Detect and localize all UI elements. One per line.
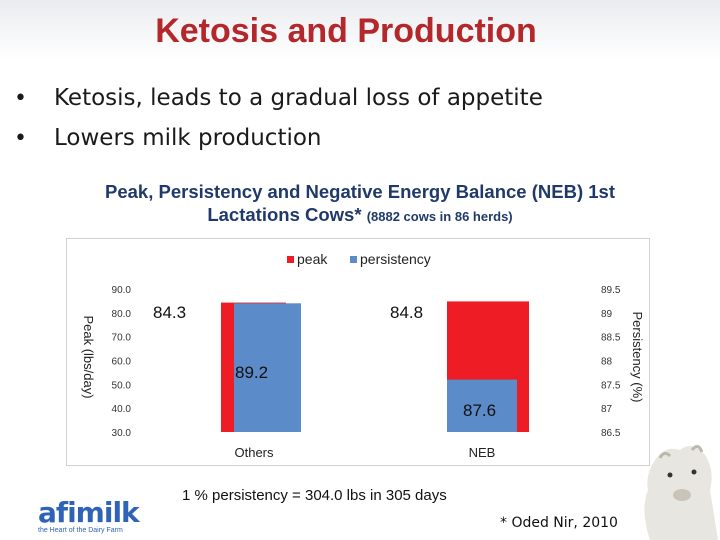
y-tick-right: 88 [601, 357, 613, 368]
bullet-text: Ketosis, leads to a gradual loss of appe… [54, 85, 543, 111]
y-axis-label-left: Peak (lbs/day) [81, 315, 96, 398]
legend-label-peak: peak [297, 251, 328, 267]
data-label-persistency: 89.2 [235, 363, 268, 382]
chart-title-small: (8882 cows in 86 herds) [366, 209, 513, 224]
y-tick-right: 87 [601, 404, 613, 415]
data-label-peak: 84.8 [390, 303, 423, 322]
y-axis-label-right: Persistency (%) [630, 311, 645, 402]
y-tick-right: 87.5 [601, 380, 621, 391]
legend-label-persistency: persistency [360, 251, 431, 267]
bar-chart: peak persistency 30.0 40.0 50.0 60.0 70.0 80.0 9… [81, 251, 645, 460]
data-label-persistency: 87.6 [463, 401, 496, 420]
y-tick-left: 70.0 [112, 333, 132, 344]
data-label-peak: 84.3 [153, 303, 186, 322]
logo-tagline: the Heart of the Dairy Farm [38, 527, 123, 534]
bar-persistency [447, 379, 517, 432]
bullet-icon: • [14, 125, 27, 151]
y-tick-left: 90.0 [112, 285, 132, 296]
chart-title-main: Peak, Persistency and Negative Energy Ba… [105, 181, 615, 225]
y-tick-left: 50.0 [112, 380, 132, 391]
footnote: 1 % persistency = 304.0 lbs in 305 days [182, 487, 447, 504]
y-tick-right: 86.5 [601, 428, 621, 439]
x-tick-label: Others [234, 445, 274, 460]
logo-text: afimilk [38, 496, 140, 529]
bullet-item: • Lowers milk production [14, 118, 543, 158]
bullet-icon: • [14, 85, 27, 111]
citation: * Oded Nir, 2010 [500, 515, 618, 531]
x-tick-label: NEB [469, 445, 496, 460]
y-tick-right: 89.5 [601, 285, 621, 296]
goats-image [644, 445, 718, 540]
bar-persistency [234, 303, 301, 432]
afimilk-logo: afimilk the Heart of the Dairy Farm [38, 496, 148, 540]
legend-swatch-persistency [350, 256, 357, 263]
y-tick-left: 80.0 [112, 309, 132, 320]
y-tick-left: 40.0 [112, 404, 132, 415]
y-tick-right: 88.5 [601, 333, 621, 344]
bullet-list: • Ketosis, leads to a gradual loss of ap… [14, 78, 543, 158]
y-tick-right: 89 [601, 309, 613, 320]
bullet-text: Lowers milk production [54, 125, 322, 151]
chart-container: peak persistency 30.0 40.0 50.0 60.0 70.0 80.0 9… [66, 238, 650, 466]
slide-title: Ketosis and Production [155, 12, 537, 50]
legend-swatch-peak [287, 256, 294, 263]
bullet-item: • Ketosis, leads to a gradual loss of ap… [14, 78, 543, 118]
y-tick-left: 60.0 [112, 357, 132, 368]
y-tick-left: 30.0 [112, 428, 132, 439]
chart-title: Peak, Persistency and Negative Energy Ba… [60, 180, 660, 228]
title-band [0, 0, 720, 60]
